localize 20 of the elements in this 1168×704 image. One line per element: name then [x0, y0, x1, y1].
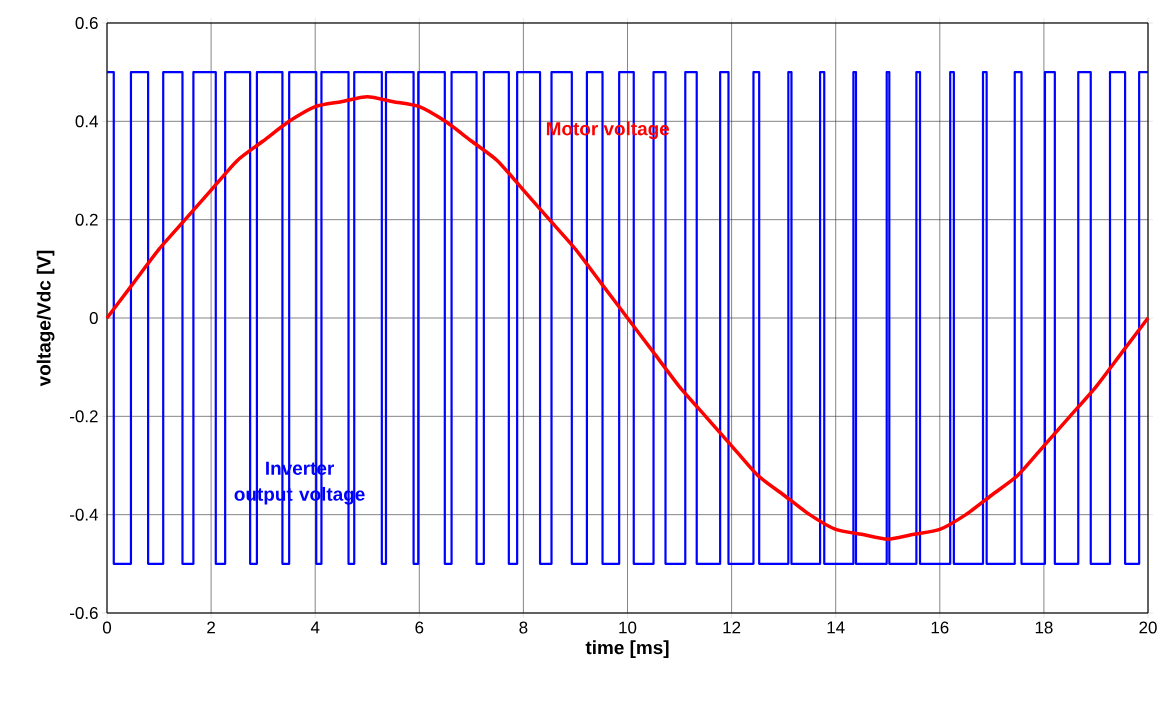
x-tick-label: 12 [723, 621, 741, 634]
y-tick-label: -0.2 [70, 410, 98, 423]
x-tick-label: 2 [207, 621, 215, 634]
x-tick-label: 6 [415, 621, 424, 634]
x-tick-label: 20 [1139, 621, 1157, 634]
x-tick-label: 18 [1035, 621, 1053, 634]
x-tick-label: 8 [519, 621, 528, 634]
x-tick-label: 14 [827, 621, 845, 634]
x-tick-label: 10 [619, 621, 637, 634]
y-axis-title: voltage/Vdc [V] [36, 250, 55, 387]
x-tick-label: 4 [310, 621, 320, 634]
y-tick-label: 0 [89, 311, 98, 324]
x-axis-title: time [ms] [585, 640, 669, 658]
y-tick-label: -0.4 [70, 508, 98, 521]
y-tick-label: 0.4 [75, 115, 98, 128]
y-tick-label: 0.2 [75, 213, 98, 226]
y-tick-label: 0.6 [75, 16, 98, 29]
x-tick-label: 0 [102, 621, 112, 634]
y-tick-label: -0.6 [70, 607, 98, 619]
x-tick-label: 16 [931, 621, 949, 634]
